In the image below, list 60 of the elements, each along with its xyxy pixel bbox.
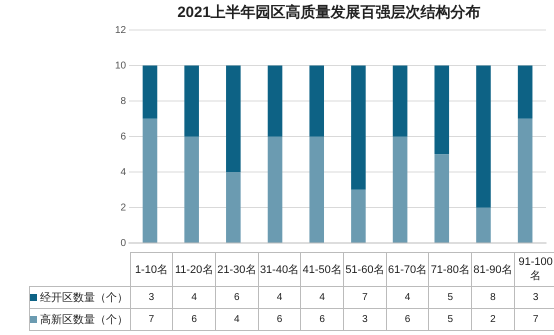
- bar: [351, 190, 366, 242]
- bar: [392, 136, 408, 242]
- data-label: 3: [130, 286, 173, 308]
- data-label: 7: [514, 308, 554, 330]
- x-tick-label: 31-40名: [258, 252, 301, 286]
- x-tick-label: 41-50名: [300, 252, 344, 286]
- legend-label: 高新区数量（个）: [40, 314, 128, 326]
- y-tick-label: 10: [115, 60, 127, 72]
- data-label: 4: [258, 286, 301, 308]
- bar: [309, 66, 324, 136]
- data-label: 4: [172, 286, 216, 308]
- x-tick-label: 61-70名: [386, 252, 429, 286]
- data-label: 4: [215, 308, 258, 330]
- bar: [518, 118, 532, 242]
- y-tick-label: 12: [115, 24, 127, 36]
- x-tick-label: 81-90名: [472, 252, 514, 286]
- bar: [434, 66, 450, 154]
- bar: [476, 66, 491, 208]
- data-label: 6: [215, 286, 258, 308]
- y-tick-label: 4: [120, 166, 127, 178]
- bar: [142, 66, 158, 119]
- bar: [268, 66, 282, 136]
- data-label: 6: [386, 308, 429, 330]
- data-label: 6: [172, 308, 216, 330]
- y-tick-label: 0: [120, 238, 127, 249]
- y-tick-label: 6: [120, 131, 127, 142]
- bar: [392, 66, 408, 136]
- data-label: 4: [386, 286, 429, 308]
- bar: [434, 154, 450, 242]
- bar: [226, 66, 241, 172]
- data-label: 4: [300, 286, 344, 308]
- bar: [184, 66, 199, 136]
- data-label: 8: [472, 286, 514, 308]
- data-label: 6: [258, 308, 301, 330]
- data-label: 2: [472, 308, 514, 330]
- bar: [226, 172, 241, 242]
- x-tick-label: 71-80名: [428, 252, 472, 286]
- data-label: 6: [300, 308, 344, 330]
- bar: [268, 136, 282, 242]
- data-label: 7: [344, 286, 386, 308]
- x-tick-label: 1-10名: [130, 252, 173, 286]
- data-label: 3: [344, 308, 386, 330]
- x-tick-label: 91-100名: [514, 252, 554, 286]
- bar: [476, 208, 491, 242]
- x-tick-label: 51-60名: [344, 252, 386, 286]
- bar: [142, 118, 158, 242]
- x-tick-label: 11-20名: [172, 252, 216, 286]
- y-tick-label: 8: [120, 96, 127, 107]
- bar: [309, 136, 324, 242]
- data-label: 3: [514, 286, 554, 308]
- bar: [184, 136, 199, 242]
- bar: [518, 66, 532, 119]
- y-tick-label: 2: [120, 202, 127, 214]
- data-label: 5: [428, 308, 472, 330]
- bar: [351, 66, 366, 190]
- x-tick-label: 21-30名: [215, 252, 258, 286]
- legend-label: 经开区数量（个）: [40, 292, 128, 304]
- chart-title: 2021上半年园区高质量发展百强层次结构分布: [177, 3, 481, 22]
- data-label: 5: [428, 286, 472, 308]
- data-label: 7: [130, 308, 173, 330]
